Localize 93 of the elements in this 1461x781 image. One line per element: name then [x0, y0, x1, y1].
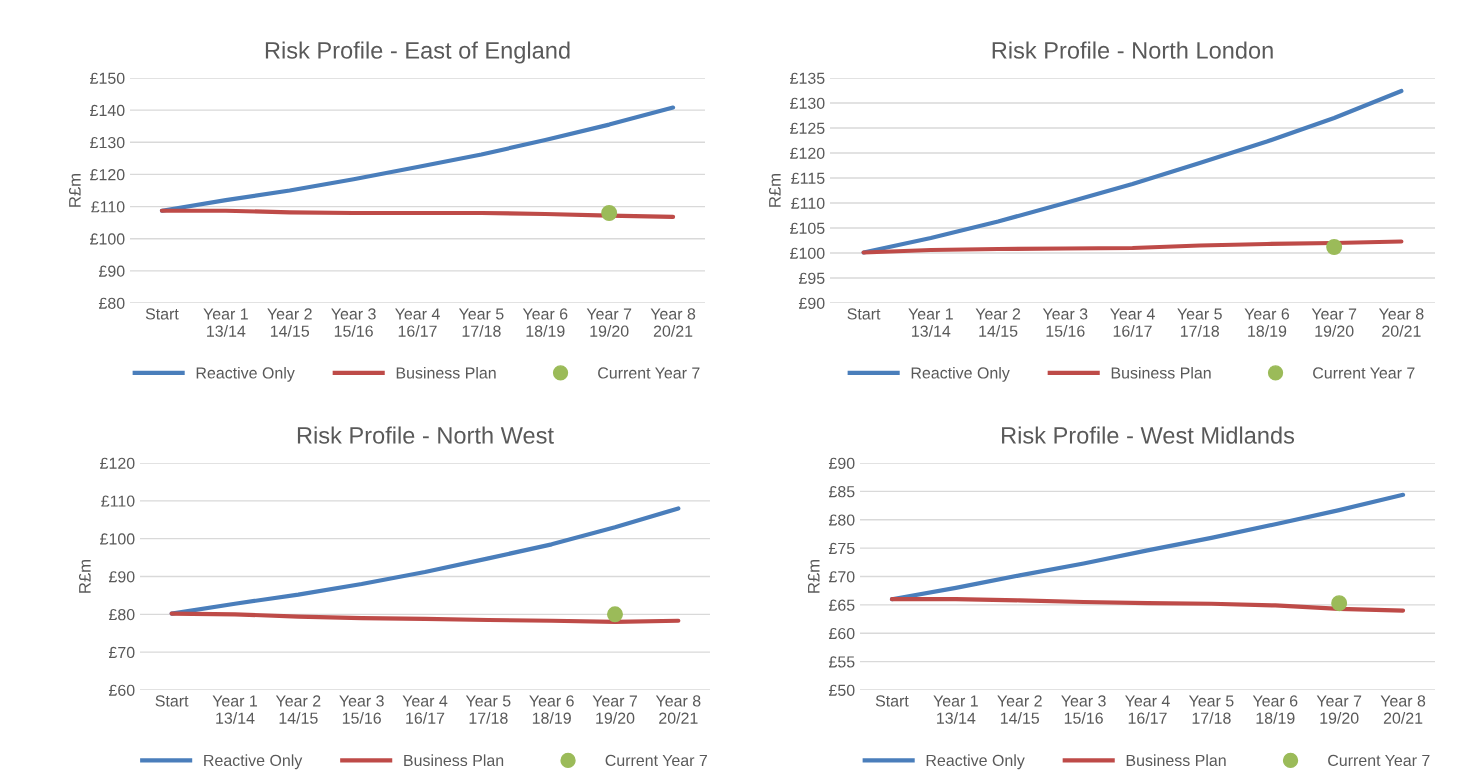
legend-label: Reactive Only — [196, 366, 295, 382]
y-tick-label: £80 — [108, 608, 135, 621]
y-tick-label: £120 — [100, 457, 135, 469]
y-tick-label: £60 — [108, 684, 135, 696]
y-tick-label: £110 — [91, 201, 125, 213]
x-tick-label: Year 2 14/15 — [267, 308, 312, 337]
y-tick-label: £60 — [828, 627, 855, 640]
y-tick-label: £120 — [90, 169, 125, 181]
legend-label: Business Plan — [1111, 366, 1211, 379]
y-axis-title: R£m — [768, 174, 781, 207]
line-series — [861, 88, 1404, 255]
y-tick-label: £115 — [791, 172, 825, 184]
y-tick-label: £90 — [798, 297, 825, 309]
y-tick-label: £105 — [790, 222, 825, 234]
chart-title: Risk Profile - East of England — [265, 41, 570, 64]
y-tick-label: £135 — [790, 72, 825, 84]
x-tick-label: Year 6 18/19 — [522, 308, 568, 337]
y-tick-label: £90 — [828, 457, 855, 469]
y-axis-title: R£m — [78, 560, 91, 593]
x-tick-label: Year 5 17/18 — [1188, 695, 1234, 724]
legend-label: Business Plan — [404, 754, 504, 767]
x-tick-label: Year 4 16/17 — [1110, 308, 1155, 337]
y-axis-title: R£m — [807, 560, 820, 593]
y-tick-label: £130 — [790, 97, 825, 109]
x-tick-label: Year 8 20/21 — [1380, 695, 1426, 724]
y-tick-label: £90 — [98, 265, 125, 277]
x-tick-label: Year 2 14/15 — [275, 695, 321, 724]
legend-label: Business Plan — [1126, 754, 1226, 767]
legend-label: Reactive Only — [204, 754, 303, 770]
y-axis-title: R£m — [68, 174, 81, 207]
x-tick-label: Year 1 13/14 — [933, 695, 978, 724]
y-tick-label: £100 — [790, 247, 825, 259]
line-series — [889, 597, 1406, 613]
x-tick-label: Year 2 14/15 — [997, 695, 1042, 724]
legend-label: Current Year 7 — [1328, 754, 1430, 767]
y-tick-label: £130 — [90, 136, 125, 149]
x-tick-label: Year 3 15/16 — [339, 695, 384, 724]
x-tick-label: Year 3 15/16 — [331, 308, 376, 337]
x-tick-label: Year 7 19/20 — [1311, 308, 1357, 337]
x-tick-label: Year 6 18/19 — [529, 695, 574, 724]
x-tick-label: Start — [847, 308, 881, 320]
x-tick-label: Year 2 14/15 — [975, 308, 1021, 337]
x-tick-label: Year 1 13/14 — [908, 308, 953, 337]
y-tick-label: £85 — [828, 486, 855, 498]
y-tick-label: £55 — [828, 656, 855, 668]
x-tick-label: Year 5 17/18 — [458, 308, 504, 337]
y-tick-label: £50 — [828, 684, 855, 696]
x-tick-label: Year 5 17/18 — [1177, 308, 1222, 337]
y-tick-label: £65 — [828, 599, 855, 611]
y-tick-label: £125 — [790, 122, 825, 134]
chart-title: Risk Profile - North West — [297, 426, 554, 444]
chart-title: Risk Profile - West Midlands — [1002, 426, 1295, 444]
y-tick-label: £80 — [828, 514, 855, 526]
legend-label: Reactive Only — [911, 366, 1010, 382]
x-tick-label: Year 1 13/14 — [203, 308, 248, 337]
x-tick-label: Year 4 16/17 — [395, 308, 440, 337]
legend-label: Current Year 7 — [605, 754, 707, 767]
y-tick-label: £100 — [100, 533, 135, 545]
y-tick-label: £95 — [798, 272, 825, 284]
x-tick-label: Start — [145, 308, 179, 320]
legend-label: Current Year 7 — [1313, 367, 1415, 379]
y-tick-label: £80 — [98, 297, 125, 309]
y-tick-label: £140 — [90, 104, 125, 117]
chart-title: Risk Profile - North London — [992, 41, 1273, 59]
y-tick-label: £70 — [828, 571, 855, 583]
x-tick-label: Year 1 13/14 — [212, 695, 258, 724]
x-tick-label: Year 7 19/20 — [1316, 695, 1362, 724]
x-tick-label: Start — [155, 695, 189, 707]
x-tick-label: Year 6 18/19 — [1244, 308, 1290, 337]
y-tick-label: £90 — [108, 571, 135, 583]
x-tick-label: Year 5 17/18 — [465, 695, 511, 724]
x-tick-label: Year 6 18/19 — [1252, 695, 1298, 724]
legend-label: Reactive Only — [926, 754, 1025, 770]
line-series — [861, 239, 1404, 255]
x-tick-label: Start — [875, 695, 909, 707]
x-tick-label: Year 8 20/21 — [1378, 308, 1424, 337]
x-tick-label: Year 8 20/21 — [655, 695, 701, 724]
y-tick-label: £75 — [828, 542, 855, 555]
legend-label: Business Plan — [396, 366, 496, 379]
x-tick-label: Year 4 16/17 — [402, 695, 448, 724]
x-tick-label: Year 7 19/20 — [592, 695, 637, 724]
y-tick-label: £110 — [101, 495, 135, 507]
x-tick-label: Year 3 15/16 — [1042, 308, 1088, 337]
y-tick-label: £150 — [90, 72, 125, 84]
x-tick-label: Year 4 16/17 — [1125, 695, 1170, 724]
legend-label: Current Year 7 — [598, 367, 700, 379]
x-tick-label: Year 3 15/16 — [1061, 695, 1106, 724]
y-tick-label: £70 — [108, 646, 135, 659]
y-tick-label: £100 — [90, 233, 125, 245]
y-tick-label: £110 — [791, 197, 825, 209]
x-tick-label: Year 8 20/21 — [650, 308, 696, 337]
y-tick-label: £120 — [790, 147, 825, 159]
x-tick-label: Year 7 19/20 — [586, 308, 632, 337]
